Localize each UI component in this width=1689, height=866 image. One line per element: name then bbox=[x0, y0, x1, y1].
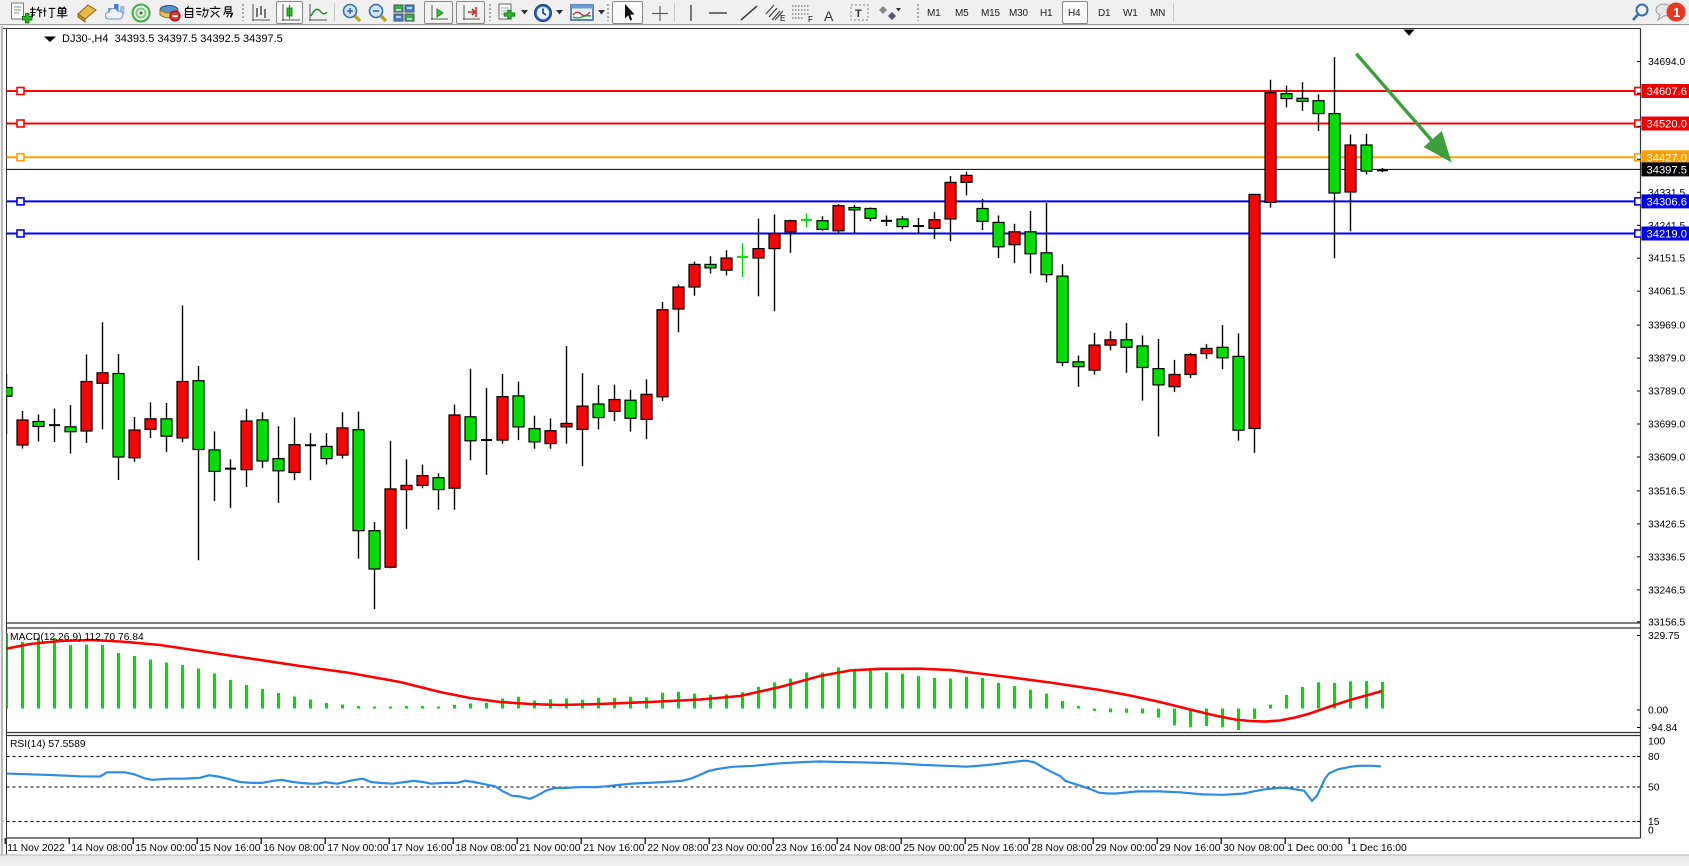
svg-text:22 Nov 08:00: 22 Nov 08:00 bbox=[647, 843, 709, 854]
svg-text:0: 0 bbox=[1648, 826, 1654, 837]
svg-text:14 Nov 08:00: 14 Nov 08:00 bbox=[71, 843, 133, 854]
svg-text:17 Nov 00:00: 17 Nov 00:00 bbox=[327, 843, 389, 854]
svg-text:DJ30-,H4 34393.5 34397.5 3439: DJ30-,H4 34393.5 34397.5 34392.5 34397.5 bbox=[62, 33, 283, 45]
svg-text:34151.5: 34151.5 bbox=[1648, 254, 1685, 265]
svg-text:29 Nov 00:00: 29 Nov 00:00 bbox=[1095, 843, 1157, 854]
svg-text:11 Nov 2022: 11 Nov 2022 bbox=[7, 843, 65, 854]
svg-text:34061.5: 34061.5 bbox=[1648, 287, 1685, 298]
svg-text:F: F bbox=[808, 15, 813, 24]
svg-text:23 Nov 00:00: 23 Nov 00:00 bbox=[711, 843, 773, 854]
svg-text:33246.5: 33246.5 bbox=[1648, 585, 1685, 596]
svg-text:1 Dec 16:00: 1 Dec 16:00 bbox=[1351, 843, 1407, 854]
svg-text:34306.6: 34306.6 bbox=[1647, 196, 1687, 208]
svg-text:33699.0: 33699.0 bbox=[1648, 420, 1685, 431]
svg-text:21 Nov 16:00: 21 Nov 16:00 bbox=[583, 843, 645, 854]
svg-text:16 Nov 08:00: 16 Nov 08:00 bbox=[263, 843, 325, 854]
svg-text:33609.0: 33609.0 bbox=[1648, 453, 1685, 464]
svg-text:15 Nov 16:00: 15 Nov 16:00 bbox=[199, 843, 261, 854]
svg-text:23 Nov 16:00: 23 Nov 16:00 bbox=[775, 843, 837, 854]
svg-text:15 Nov 00:00: 15 Nov 00:00 bbox=[135, 843, 197, 854]
svg-text:80: 80 bbox=[1648, 752, 1660, 763]
svg-text:-94.84: -94.84 bbox=[1648, 723, 1677, 734]
svg-text:1 Dec 00:00: 1 Dec 00:00 bbox=[1287, 843, 1343, 854]
svg-text:29 Nov 16:00: 29 Nov 16:00 bbox=[1159, 843, 1221, 854]
svg-text:50: 50 bbox=[1648, 783, 1660, 794]
svg-text:17 Nov 16:00: 17 Nov 16:00 bbox=[391, 843, 453, 854]
svg-text:MACD(12,26,9) 112.70 76.84: MACD(12,26,9) 112.70 76.84 bbox=[10, 632, 144, 643]
svg-text:33879.0: 33879.0 bbox=[1648, 354, 1685, 365]
svg-text:18 Nov 08:00: 18 Nov 08:00 bbox=[455, 843, 517, 854]
svg-text:25 Nov 00:00: 25 Nov 00:00 bbox=[903, 843, 965, 854]
svg-text:0.00: 0.00 bbox=[1648, 706, 1668, 717]
svg-text:25 Nov 16:00: 25 Nov 16:00 bbox=[967, 843, 1029, 854]
svg-text:30 Nov 08:00: 30 Nov 08:00 bbox=[1223, 843, 1285, 854]
svg-text:34520.0: 34520.0 bbox=[1647, 119, 1687, 131]
svg-text:33426.5: 33426.5 bbox=[1648, 519, 1685, 530]
svg-text:329.75: 329.75 bbox=[1648, 631, 1680, 642]
svg-text:100: 100 bbox=[1648, 737, 1665, 748]
svg-text:E: E bbox=[780, 14, 785, 23]
svg-text:1: 1 bbox=[1673, 5, 1680, 20]
svg-text:34607.6: 34607.6 bbox=[1647, 86, 1687, 98]
svg-text:34397.5: 34397.5 bbox=[1647, 164, 1687, 176]
svg-text:33969.0: 33969.0 bbox=[1648, 321, 1685, 332]
svg-text:T: T bbox=[855, 8, 862, 20]
svg-text:RSI(14) 57.5589: RSI(14) 57.5589 bbox=[10, 739, 86, 750]
svg-text:34219.0: 34219.0 bbox=[1647, 229, 1687, 241]
svg-text:33156.5: 33156.5 bbox=[1648, 617, 1685, 628]
svg-text:28 Nov 08:00: 28 Nov 08:00 bbox=[1031, 843, 1093, 854]
svg-text:33789.0: 33789.0 bbox=[1648, 387, 1685, 398]
svg-text:34694.0: 34694.0 bbox=[1648, 57, 1685, 68]
svg-text:21 Nov 00:00: 21 Nov 00:00 bbox=[519, 843, 581, 854]
svg-text:33516.5: 33516.5 bbox=[1648, 486, 1685, 497]
svg-text:24 Nov 08:00: 24 Nov 08:00 bbox=[839, 843, 901, 854]
svg-text:33336.5: 33336.5 bbox=[1648, 552, 1685, 563]
